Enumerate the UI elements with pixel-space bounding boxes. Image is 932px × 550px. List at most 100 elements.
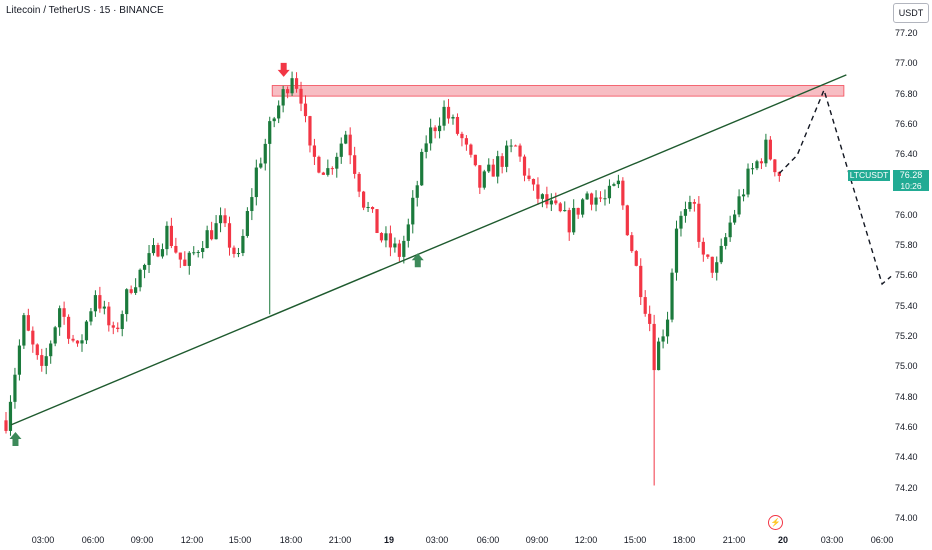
candle-body (98, 295, 102, 309)
candle-body (701, 241, 705, 255)
candle-body (634, 251, 638, 266)
candle-body (581, 199, 585, 215)
candle-body (26, 315, 30, 331)
candle-body (326, 168, 330, 175)
candle-body (303, 103, 308, 117)
candle-body (531, 178, 536, 185)
candle-body (764, 139, 768, 164)
time-tick-label: 15:00 (623, 535, 647, 545)
candle-body (335, 156, 339, 169)
candle-body (589, 193, 594, 205)
candle-body (4, 420, 8, 431)
candle-body (643, 297, 647, 314)
time-tick-label: 03:00 (820, 535, 844, 545)
candle-body (594, 197, 598, 205)
price-tick-label: 76.60 (895, 118, 918, 129)
candle-body (500, 156, 504, 167)
candle-body (321, 172, 325, 175)
candle-body (683, 209, 688, 216)
candle-body (192, 252, 196, 254)
candle-body (607, 185, 612, 199)
candle-body (357, 173, 361, 192)
up-arrow-icon (9, 432, 22, 447)
price-tick-label: 77.20 (895, 28, 918, 38)
lightning-icon[interactable]: ⚡ (768, 515, 783, 530)
candle-body (232, 247, 236, 254)
candle-body (768, 139, 772, 160)
candle-body (62, 308, 66, 317)
candle-body (129, 289, 133, 293)
candle-body (746, 168, 750, 195)
candle-body (657, 341, 661, 371)
candle-body (308, 116, 312, 146)
time-tick-label: 20 (777, 535, 789, 545)
candle-body (688, 202, 692, 210)
currency-button[interactable]: USDT (893, 3, 929, 23)
candle-body (612, 184, 616, 186)
candle-body (460, 133, 464, 139)
candle-body (451, 116, 455, 119)
candle-body (648, 313, 652, 324)
candle-body (93, 295, 97, 312)
candle-body (563, 210, 567, 212)
candle-body (89, 311, 93, 322)
bar-countdown: 10:26 (893, 181, 929, 191)
candle-body (277, 105, 281, 119)
candle-body (679, 215, 683, 229)
candle-body (473, 154, 477, 166)
candle-body (697, 203, 701, 242)
candle-body (366, 207, 370, 209)
candle-body (455, 116, 460, 134)
candle-body (317, 156, 321, 173)
candle-body (183, 259, 187, 266)
candle-body (728, 222, 732, 238)
price-tick-label: 76.40 (895, 149, 918, 160)
candle-body (464, 138, 469, 145)
candles-layer (4, 71, 781, 486)
candle-body (536, 184, 540, 199)
candle-body (406, 224, 410, 241)
candle-body (639, 265, 643, 298)
candle-body (241, 235, 245, 254)
candle-body (527, 175, 531, 179)
candle-body (549, 200, 553, 205)
candle-body (339, 143, 343, 157)
candle-body (169, 225, 173, 246)
resistance-zone (271, 85, 845, 97)
candle-body (572, 207, 576, 233)
candle-body (174, 245, 178, 253)
candle-body (111, 325, 115, 328)
time-tick-label: 06:00 (81, 535, 105, 545)
candle-body (674, 228, 679, 273)
candle-body (710, 256, 714, 273)
candle-body (576, 207, 580, 215)
candle-body (375, 209, 379, 233)
time-tick-label: 09:00 (130, 535, 154, 545)
time-tick-label: 15:00 (228, 535, 252, 545)
candle-body (53, 327, 57, 344)
candle-body (733, 214, 737, 223)
candle-body (116, 327, 120, 330)
candle-body (706, 254, 710, 257)
candle-body (35, 344, 39, 356)
symbol-title: Litecoin / TetherUS · 15 · BINANCE (6, 5, 164, 16)
candle-body (388, 233, 393, 248)
candle-body (214, 223, 218, 240)
price-tick-label: 75.40 (895, 300, 918, 311)
candle-body (522, 156, 527, 176)
candle-body (272, 118, 276, 122)
candle-body (312, 145, 317, 157)
candle-body (621, 180, 625, 206)
candle-body (205, 230, 209, 249)
price-tick-label: 77.00 (895, 58, 918, 69)
candle-body (424, 143, 428, 152)
candle-body (156, 245, 160, 257)
price-tick-label: 74.60 (895, 421, 918, 432)
candle-body (147, 253, 151, 265)
candle-body (433, 127, 437, 132)
down-arrow-icon (277, 62, 290, 77)
candle-body (567, 210, 571, 233)
price-tick-label: 76.80 (895, 88, 918, 99)
candle-body (487, 164, 491, 172)
